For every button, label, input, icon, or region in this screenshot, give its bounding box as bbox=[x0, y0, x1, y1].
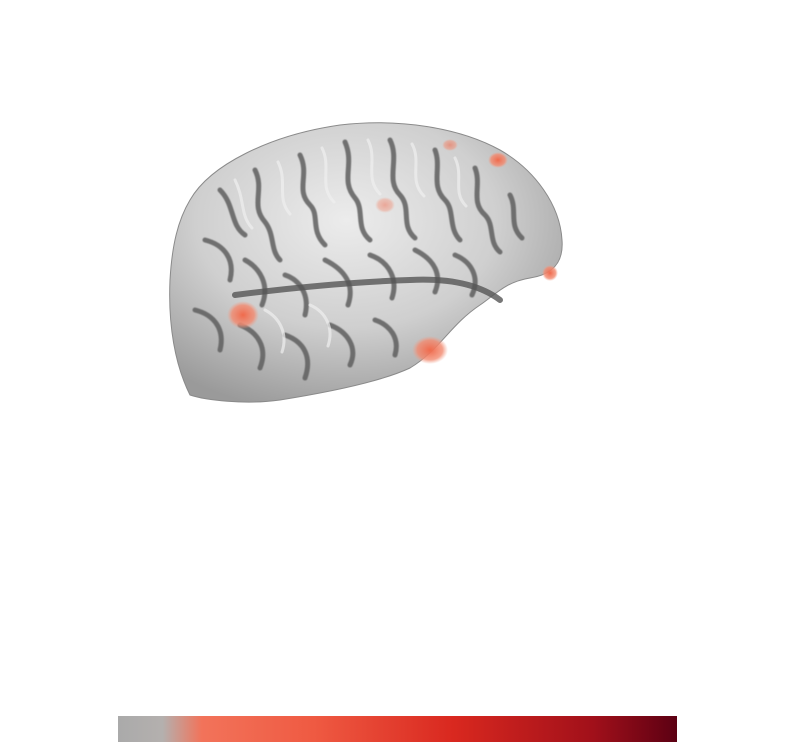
gyri-highlights bbox=[233, 138, 468, 354]
activation-spot-3 bbox=[488, 152, 508, 168]
brain-surface-svg bbox=[169, 122, 563, 403]
colorbar bbox=[118, 716, 677, 742]
lateral-fissure bbox=[232, 276, 503, 303]
activation-spot-6 bbox=[375, 197, 395, 213]
brain-cortex bbox=[169, 122, 563, 403]
activation-spot-4 bbox=[542, 265, 558, 281]
colorbar-gradient bbox=[118, 716, 677, 742]
sulci-pattern bbox=[192, 137, 525, 381]
activation-spot-2 bbox=[412, 336, 448, 364]
brain-surface-render bbox=[150, 110, 590, 420]
activation-spot-5 bbox=[442, 139, 458, 151]
activation-spot-1 bbox=[227, 301, 259, 329]
